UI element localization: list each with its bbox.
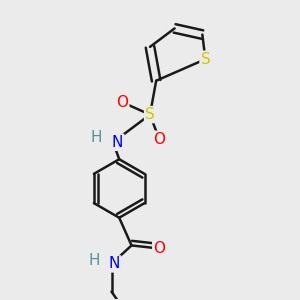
Text: H: H — [90, 130, 102, 145]
Text: S: S — [145, 107, 155, 122]
Text: O: O — [153, 132, 165, 147]
Text: N: N — [112, 135, 123, 150]
Text: H: H — [89, 253, 100, 268]
Text: O: O — [116, 95, 128, 110]
Text: N: N — [109, 256, 120, 272]
Text: O: O — [153, 241, 165, 256]
Text: S: S — [200, 52, 210, 67]
